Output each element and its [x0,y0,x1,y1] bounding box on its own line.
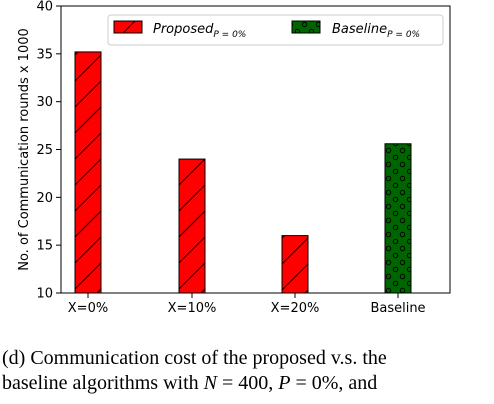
x-tick-label: X=20% [271,301,320,316]
y-axis-label: No. of Communication rounds x 1000 [17,28,32,271]
bar-hatch-x-10- [178,158,206,294]
figure-caption: (d) Communication cost of the proposed v… [2,346,494,396]
y-tick-label: 20 [36,191,53,206]
caption-n-symbol: N [203,372,217,394]
y-tick-label: 40 [36,0,53,15]
legend-swatch-baseline-hatch [291,20,321,34]
y-tick-label: 25 [36,143,53,158]
caption-p-value: = 0%, and [290,372,378,394]
legend-label-proposed: ProposedP = 0% [153,22,246,40]
caption-n-value: = 400, [216,372,279,394]
x-tick-label: X=10% [168,301,217,316]
bar-chart: 10 15 20 25 30 35 40 X=0% X=10% X=20% Baseline No… [17,0,451,316]
bar-hatch-x-20- [281,235,309,294]
plot-frame [60,5,451,294]
legend: ProposedP = 0% BaselineP = 0% [107,14,444,46]
bar-hatch-x-0- [74,51,102,294]
y-tick-label: 10 [36,287,53,302]
bars-group [74,51,412,294]
y-tick-label: 15 [36,239,53,254]
legend-label-baseline: BaselineP = 0% [332,22,420,40]
x-axis: X=0% X=10% X=20% Baseline [68,293,426,316]
caption-line-1: (d) Communication cost of the proposed v… [2,347,387,369]
x-tick-label: Baseline [370,301,425,316]
bar-hatch-baseline [384,143,412,294]
y-tick-label: 30 [36,95,53,110]
caption-line-2-text: baseline algorithms with [2,372,204,394]
y-axis: 10 15 20 25 30 35 40 [36,0,61,302]
x-tick-label: X=0% [68,301,108,316]
legend-swatch-proposed-hatch [113,20,143,34]
y-tick-label: 35 [36,47,53,62]
caption-p-symbol: P [278,372,291,394]
legend-box [107,14,444,46]
